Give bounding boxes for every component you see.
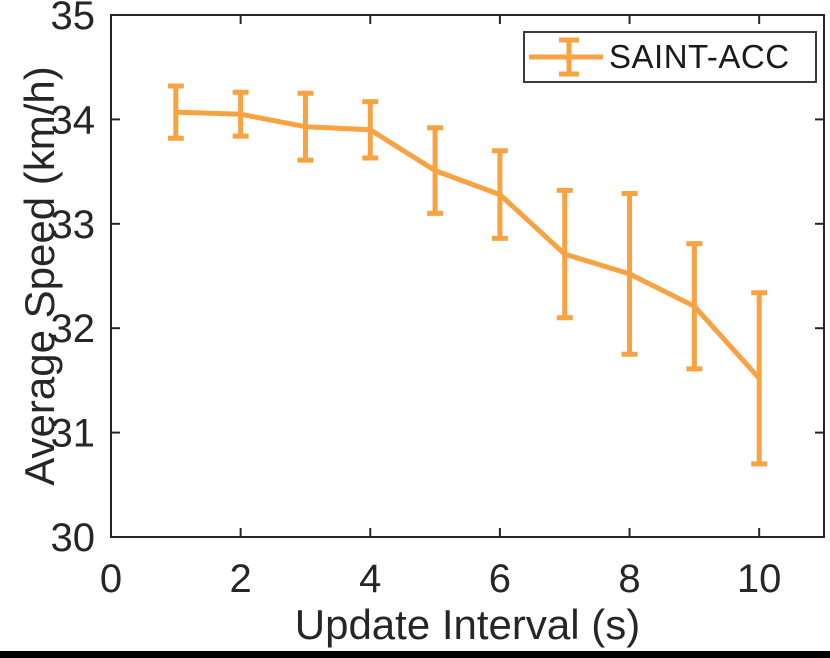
- x-tick-label: 6: [489, 557, 511, 601]
- y-tick-label: 31: [51, 412, 96, 456]
- x-tick-label: 0: [100, 557, 122, 601]
- y-tick-label: 30: [51, 516, 96, 560]
- y-tick-label: 35: [51, 0, 96, 38]
- legend-label: SAINT-ACC: [609, 38, 790, 75]
- y-tick-label: 33: [51, 203, 96, 247]
- x-tick-label: 4: [359, 557, 381, 601]
- x-tick-label: 8: [618, 557, 640, 601]
- x-tick-label: 2: [230, 557, 252, 601]
- y-tick-label: 34: [51, 98, 96, 142]
- x-axis-label: Update Interval (s): [294, 601, 641, 648]
- bottom-rule: [0, 651, 830, 658]
- legend: SAINT-ACC: [523, 31, 817, 83]
- y-tick-label: 32: [51, 307, 96, 351]
- data-line: [175, 109, 762, 380]
- axes-box: [110, 14, 825, 538]
- x-tick-label: 10: [737, 557, 782, 601]
- errorbar-legend-icon: [529, 37, 603, 77]
- y-axis-label: Average Speed (km/h): [16, 66, 63, 486]
